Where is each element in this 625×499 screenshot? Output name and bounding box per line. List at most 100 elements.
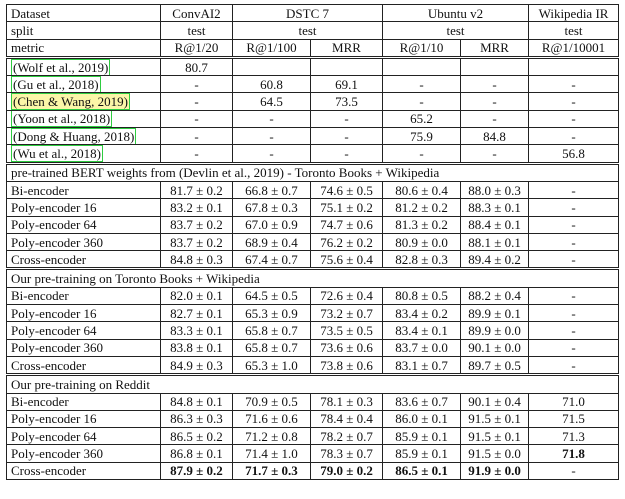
data-row: Poly-encoder 16 82.7 ± 0.1 65.3 ± 0.9 73.2 … [6, 304, 620, 323]
header-cell: R@1/20 [160, 38, 233, 58]
cell: 73.2 ± 0.7 [309, 304, 384, 323]
cell: - [160, 144, 233, 164]
cell: - [460, 92, 530, 111]
cell: - [528, 355, 620, 376]
cell: - [232, 127, 311, 146]
row-label: Bi-encoder [6, 392, 161, 411]
page: Dataset ConvAI2 DSTC 7 Ubuntu v2 Wikipedia I… [0, 3, 625, 499]
row-label: Poly-encoder 64 [6, 215, 161, 234]
cell: - [460, 75, 530, 94]
cell: 73.5 [309, 92, 384, 111]
cell: 88.1 ± 0.1 [460, 232, 530, 252]
cell: - [528, 92, 620, 111]
data-row: Poly-encoder 16 86.3 ± 0.3 71.6 ± 0.6 78.4 … [6, 409, 620, 429]
cell: 65.3 ± 0.9 [232, 304, 311, 323]
cell: 70.9 ± 0.5 [232, 392, 311, 411]
cell: 73.6 ± 0.6 [309, 338, 384, 357]
row-label: Poly-encoder 16 [6, 304, 161, 323]
cell: 69.1 [309, 75, 384, 94]
row-label: (Dong & Huang, 2018) [6, 127, 161, 146]
cell: 83.6 ± 0.7 [382, 392, 462, 411]
cell: 80.8 ± 0.5 [382, 286, 462, 306]
cell: 89.9 ± 0.0 [460, 321, 530, 340]
cell: 74.7 ± 0.6 [309, 215, 384, 234]
cell: 79.0 ± 0.2 [309, 461, 384, 481]
cell: 78.3 ± 0.7 [309, 444, 384, 463]
cell: 80.9 ± 0.0 [382, 232, 462, 252]
cell: 68.9 ± 0.4 [232, 232, 311, 252]
cell: 91.5 ± 0.1 [460, 427, 530, 446]
citation: (Wolf et al., 2019) [11, 59, 111, 75]
citation: (Yoon et al., 2018) [11, 111, 113, 127]
row-label: Cross-encoder [6, 461, 161, 481]
cell: 86.5 ± 0.1 [382, 461, 462, 481]
cell: 56.8 [528, 144, 620, 164]
cell [382, 55, 462, 77]
cell: 78.2 ± 0.7 [309, 427, 384, 446]
table-body: Dataset ConvAI2 DSTC 7 Ubuntu v2 Wikipedia I… [5, 3, 620, 481]
row-label: Poly-encoder 360 [6, 232, 161, 252]
section-title: Our pre-training on Reddit [5, 373, 620, 394]
cell: 60.8 [232, 75, 311, 94]
cell: 65.2 [382, 109, 462, 129]
data-row: Poly-encoder 360 86.8 ± 0.1 71.4 ± 1.0 78.3… [6, 444, 620, 463]
cell: 86.8 ± 0.1 [160, 444, 233, 463]
cell: 85.9 ± 0.1 [382, 444, 462, 463]
data-row: (Wolf et al., 2019) 80.7 [6, 55, 620, 77]
data-row: Poly-encoder 64 86.5 ± 0.2 71.2 ± 0.8 78.2 … [6, 427, 620, 446]
citation: (Wu et al., 2018) [11, 145, 103, 163]
cell: - [528, 286, 620, 306]
cell: 91.5 ± 0.1 [460, 409, 530, 429]
cell [232, 55, 311, 77]
cell: 67.4 ± 0.7 [232, 250, 311, 270]
cell: 90.1 ± 0.0 [460, 338, 530, 357]
cell: 89.4 ± 0.2 [460, 250, 530, 270]
cell: 67.0 ± 0.9 [232, 215, 311, 234]
data-row: Bi-encoder 84.8 ± 0.1 70.9 ± 0.5 78.1 ± 0.3… [6, 392, 620, 411]
cell: - [528, 461, 620, 481]
cell: 90.1 ± 0.4 [460, 392, 530, 411]
header-cell: R@1/10 [382, 38, 462, 58]
cell [460, 55, 530, 77]
cell: 78.4 ± 0.4 [309, 409, 384, 429]
section-title-row: pre-trained BERT weights from (Devlin et… [5, 161, 620, 182]
header-row: metric R@1/20 R@1/100 MRR R@1/10 MRR R@1/10001 [6, 38, 620, 58]
cell: 71.4 ± 1.0 [232, 444, 311, 463]
cell: - [382, 75, 462, 94]
row-label: Poly-encoder 360 [6, 444, 161, 463]
cell: 71.6 ± 0.6 [232, 409, 311, 429]
cell: 80.6 ± 0.4 [382, 180, 462, 200]
cell: - [528, 215, 620, 234]
cell: 82.7 ± 0.1 [160, 304, 233, 323]
data-row: Poly-encoder 360 83.7 ± 0.2 68.9 ± 0.4 76.2… [6, 232, 620, 252]
section-title: pre-trained BERT weights from (Devlin et… [5, 161, 620, 182]
header-cell: test [231, 21, 384, 40]
section-title-row: Our pre-training on Toronto Books + Wiki… [5, 267, 620, 288]
cell: - [160, 127, 233, 146]
cell: 75.9 [382, 127, 462, 146]
row-label: Poly-encoder 16 [6, 198, 161, 217]
citation: (Gu et al., 2018) [11, 76, 101, 92]
row-label: (Yoon et al., 2018) [6, 109, 161, 129]
cell: 89.9 ± 0.1 [460, 304, 530, 323]
cell [309, 55, 384, 77]
cell: 83.7 ± 0.2 [160, 215, 233, 234]
data-row: Cross-encoder 87.9 ± 0.2 71.7 ± 0.3 79.0 ± … [6, 461, 620, 481]
header-cell: MRR [309, 38, 384, 58]
data-row: (Chen & Wang, 2019) -64.5 73.5- - - [6, 92, 620, 111]
data-row: (Dong & Huang, 2018) - - -75.9 84.8- [6, 127, 620, 146]
row-label: (Gu et al., 2018) [6, 75, 161, 94]
data-row: (Wu et al., 2018) - - - - -56.8 [6, 144, 620, 164]
row-label: (Wolf et al., 2019) [6, 55, 161, 77]
cell: 76.2 ± 0.2 [309, 232, 384, 252]
cell: 71.5 [528, 409, 620, 429]
data-row: (Yoon et al., 2018) - - -65.2- - [6, 109, 620, 129]
cell: 88.0 ± 0.3 [460, 180, 530, 200]
data-row: Bi-encoder 81.7 ± 0.2 66.8 ± 0.7 74.6 ± 0.5… [6, 180, 620, 200]
cell: - [528, 198, 620, 217]
cell: - [460, 109, 530, 129]
cell: 84.8 [460, 127, 530, 146]
cell: 71.7 ± 0.3 [232, 461, 311, 481]
cell: 81.7 ± 0.2 [160, 180, 233, 200]
header-cell: DSTC 7 [231, 3, 384, 23]
